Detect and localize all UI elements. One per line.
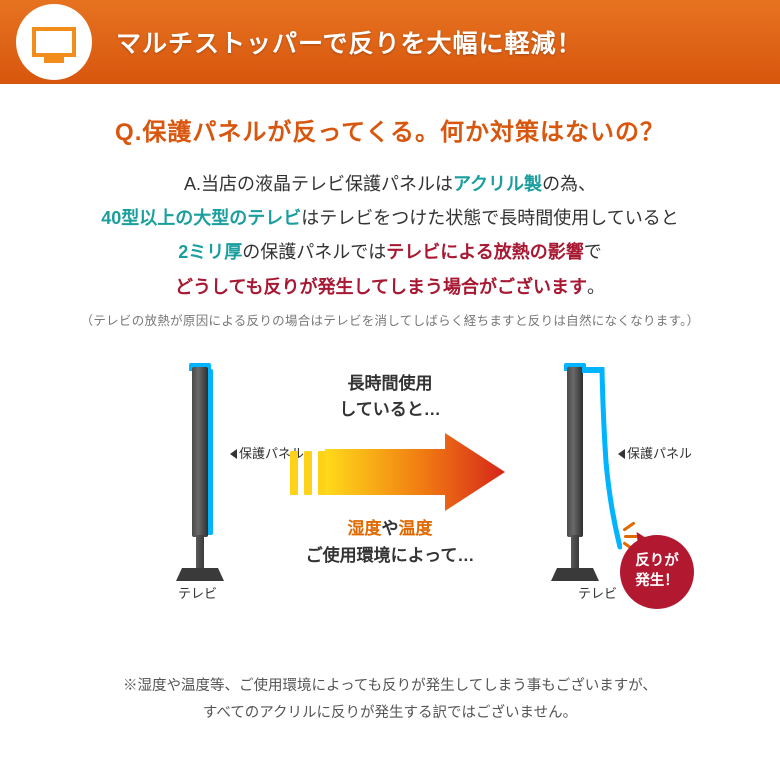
answer-l1-teal: アクリル製: [453, 174, 542, 194]
footnote: ※湿度や温度等、ご使用環境によっても反りが発生してしまう事もございますが、 すべ…: [0, 673, 780, 727]
tv-left: [190, 367, 230, 597]
center-caption-bottom: 湿度や温度 ご使用環境によって…: [306, 515, 475, 569]
answer-l4-crimson: どうしても反りが発生してしまう場合がございます: [175, 277, 587, 297]
answer-l3-teal: 2ミリ厚: [178, 242, 242, 262]
tv-right: [565, 367, 605, 597]
answer-text: A.当店の液晶テレビ保護パネルはアクリル製の為、 40型以上の大型のテレビはテレ…: [0, 167, 780, 304]
warp-badge: 反りが 発生！: [620, 535, 694, 609]
answer-l2-teal: 40型以上の大型のテレビ: [101, 208, 301, 228]
answer-l2-post: はテレビをつけた状態で長時間使用していると: [301, 208, 678, 228]
protection-panel-left: [208, 369, 213, 535]
center-caption-top: 長時間使用 していると…: [339, 371, 441, 424]
question-heading: Q.保護パネルが反ってくる。何か対策はないの？: [0, 112, 780, 147]
answer-l3-crimson: テレビによる放熱の影響: [386, 242, 583, 262]
tv-icon-circle: [16, 4, 92, 80]
big-arrow-icon: [275, 433, 505, 511]
tv-label-right: テレビ: [578, 583, 617, 602]
answer-l1-pre: A.当店の液晶テレビ保護パネルは: [184, 174, 453, 194]
tv-icon: [32, 27, 76, 57]
answer-l3-mid: の保護パネルでは: [242, 242, 386, 262]
tv-label-left: テレビ: [178, 583, 217, 602]
answer-l3-post: で: [584, 242, 602, 262]
warp-diagram: テレビ 保護パネル 長時間使用 していると… 湿度や温度 ご使用環境によって…: [0, 357, 780, 667]
fineprint: （テレビの放熱が原因による反りの場合はテレビを消してしばらく経ちますと反りは自然…: [0, 310, 780, 329]
answer-l4-post: 。: [587, 277, 605, 297]
header-title: マルチストッパーで反りを大幅に軽減！: [116, 24, 583, 60]
panel-label-right: 保護パネル: [618, 443, 692, 462]
answer-l1-post: の為、: [542, 174, 596, 194]
header-banner: マルチストッパーで反りを大幅に軽減！: [0, 0, 780, 84]
